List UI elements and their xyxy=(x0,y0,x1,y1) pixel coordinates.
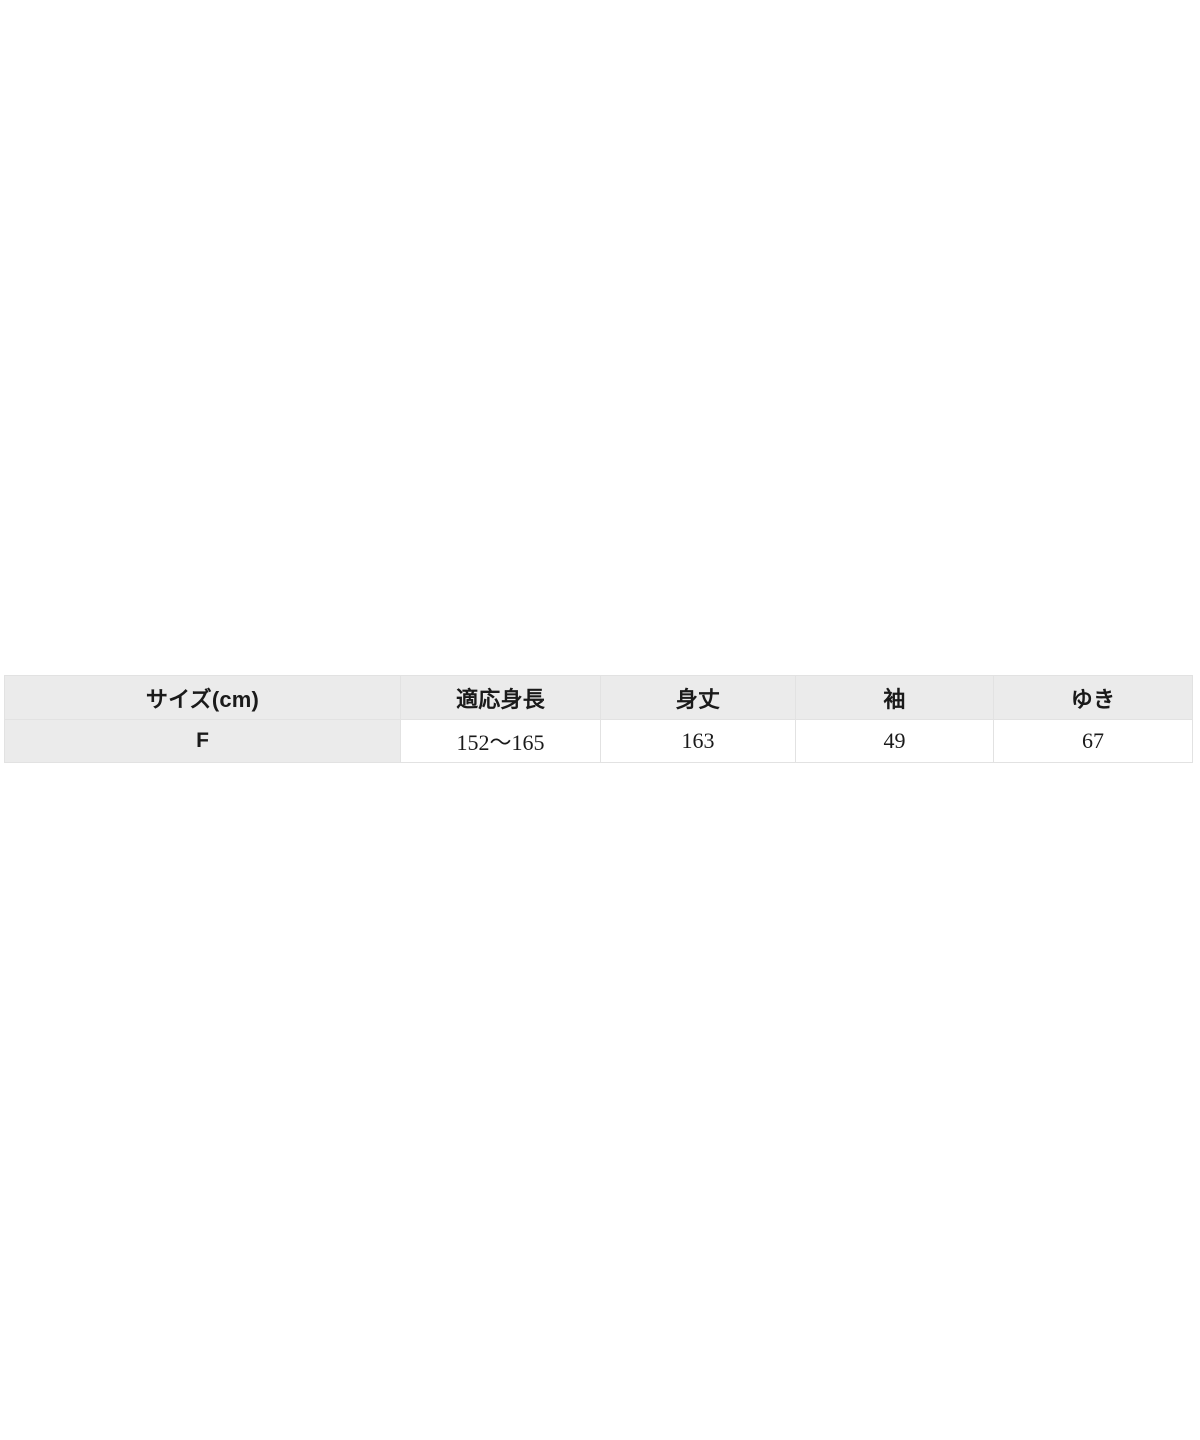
table-row: F 152〜165 163 49 67 xyxy=(4,719,1193,763)
size-chart-table: サイズ(cm) 適応身長 身丈 袖 ゆき F 152〜165 163 49 67 xyxy=(4,675,1193,763)
size-chart-container: サイズ(cm) 適応身長 身丈 袖 ゆき F 152〜165 163 49 67 xyxy=(4,675,1193,763)
cell-yuki: 67 xyxy=(993,719,1193,763)
column-header-body-length: 身丈 xyxy=(600,675,796,720)
cell-applicable-height: 152〜165 xyxy=(400,719,601,763)
cell-size: F xyxy=(4,719,401,763)
column-header-applicable-height: 適応身長 xyxy=(400,675,601,720)
column-header-yuki: ゆき xyxy=(993,675,1193,720)
size-chart-header: サイズ(cm) 適応身長 身丈 袖 ゆき xyxy=(4,675,1193,720)
column-header-size: サイズ(cm) xyxy=(4,675,401,720)
table-header-row: サイズ(cm) 適応身長 身丈 袖 ゆき xyxy=(4,675,1193,720)
cell-sleeve: 49 xyxy=(795,719,994,763)
size-chart-body: F 152〜165 163 49 67 xyxy=(4,719,1193,763)
cell-body-length: 163 xyxy=(600,719,796,763)
column-header-sleeve: 袖 xyxy=(795,675,994,720)
